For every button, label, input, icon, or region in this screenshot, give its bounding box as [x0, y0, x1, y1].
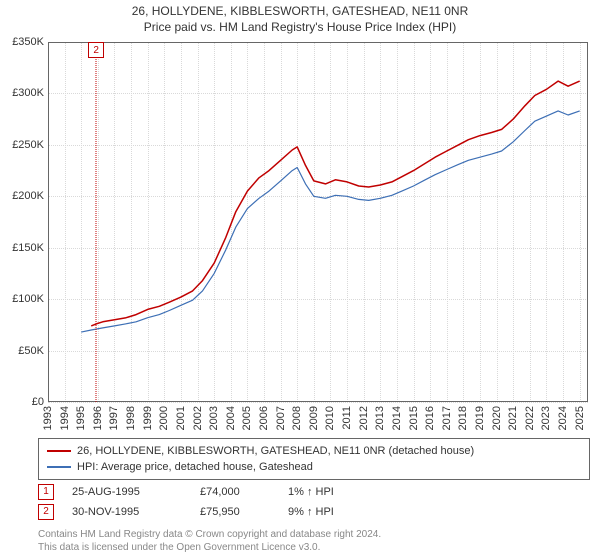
events-table: 1 25-AUG-1995 £74,000 1% ↑ HPI 2 30-NOV-1995 £…: [38, 482, 334, 522]
event-row: 1 25-AUG-1995 £74,000 1% ↑ HPI: [38, 482, 334, 502]
chart-titles: 26, HOLLYDENE, KIBBLESWORTH, GATESHEAD, …: [0, 0, 600, 34]
x-axis-tick-label: 2024: [557, 406, 569, 430]
y-axis-tick-label: £150K: [12, 242, 44, 254]
y-axis-tick-label: £200K: [12, 190, 44, 202]
x-axis-tick-label: 2020: [491, 406, 503, 430]
event-date: 25-AUG-1995: [72, 482, 182, 502]
x-axis-tick-label: 2003: [208, 406, 220, 430]
chart-series-line: [81, 111, 580, 332]
legend-box: 26, HOLLYDENE, KIBBLESWORTH, GATESHEAD, …: [38, 438, 590, 480]
legend-label: HPI: Average price, detached house, Gate…: [77, 459, 313, 475]
y-axis-tick-label: £250K: [12, 139, 44, 151]
y-axis-tick-label: £300K: [12, 87, 44, 99]
x-axis-tick-label: 2007: [275, 406, 287, 430]
x-axis-tick-label: 1999: [142, 406, 154, 430]
x-axis-tick-label: 2015: [408, 406, 420, 430]
chart-title-line1: 26, HOLLYDENE, KIBBLESWORTH, GATESHEAD, …: [0, 4, 600, 18]
gridline-horizontal: [48, 402, 588, 403]
x-axis-tick-label: 1996: [92, 406, 104, 430]
event-marker-line: [96, 56, 97, 402]
x-axis-tick-label: 2023: [540, 406, 552, 430]
legend-swatch: [47, 466, 71, 468]
chart-series-svg: [48, 42, 588, 402]
event-marker-number: 2: [93, 45, 99, 56]
x-axis-tick-label: 2011: [341, 406, 353, 430]
x-axis-tick-label: 2008: [291, 406, 303, 430]
y-axis-tick-label: £350K: [12, 36, 44, 48]
x-axis-tick-label: 1998: [125, 406, 137, 430]
x-axis-tick-label: 2019: [474, 406, 486, 430]
x-axis-tick-label: 2000: [158, 406, 170, 430]
x-axis-tick-label: 2009: [308, 406, 320, 430]
event-date: 30-NOV-1995: [72, 502, 182, 522]
event-delta: 9% ↑ HPI: [288, 502, 334, 522]
chart-title-line2: Price paid vs. HM Land Registry's House …: [0, 20, 600, 34]
y-axis-tick-label: £100K: [12, 293, 44, 305]
footer-line1: Contains HM Land Registry data © Crown c…: [38, 528, 381, 541]
event-row: 2 30-NOV-1995 £75,950 9% ↑ HPI: [38, 502, 334, 522]
x-axis-tick-label: 2022: [524, 406, 536, 430]
x-axis-tick-label: 2018: [457, 406, 469, 430]
x-axis-tick-label: 2021: [507, 406, 519, 430]
x-axis-tick-label: 2006: [258, 406, 270, 430]
x-axis-tick-label: 1995: [75, 406, 87, 430]
footer-line2: This data is licensed under the Open Gov…: [38, 541, 381, 554]
event-price: £74,000: [200, 482, 270, 502]
x-axis-tick-label: 2025: [574, 406, 586, 430]
legend-label: 26, HOLLYDENE, KIBBLESWORTH, GATESHEAD, …: [77, 443, 474, 459]
x-axis-tick-label: 1994: [59, 406, 71, 430]
x-axis-tick-label: 2012: [358, 406, 370, 430]
legend-item: 26, HOLLYDENE, KIBBLESWORTH, GATESHEAD, …: [47, 443, 581, 459]
chart-series-line: [91, 81, 580, 326]
event-delta: 1% ↑ HPI: [288, 482, 334, 502]
x-axis-tick-label: 2004: [225, 406, 237, 430]
legend-swatch: [47, 450, 71, 452]
x-axis-tick-label: 2017: [441, 406, 453, 430]
x-axis-tick-label: 2010: [324, 406, 336, 430]
footer-attribution: Contains HM Land Registry data © Crown c…: [38, 528, 381, 554]
x-axis-tick-label: 2002: [192, 406, 204, 430]
x-axis-tick-label: 1997: [108, 406, 120, 430]
event-number-badge: 2: [38, 504, 54, 520]
x-axis-tick-label: 2013: [374, 406, 386, 430]
x-axis-tick-label: 2001: [175, 406, 187, 430]
x-axis-tick-label: 2005: [241, 406, 253, 430]
event-marker-box: 2: [88, 42, 104, 58]
event-price: £75,950: [200, 502, 270, 522]
y-axis-tick-label: £50K: [18, 345, 44, 357]
plot-area: 2 £0£50K£100K£150K£200K£250K£300K£350K19…: [48, 42, 588, 402]
event-number-badge: 1: [38, 484, 54, 500]
x-axis-tick-label: 1993: [42, 406, 54, 430]
x-axis-tick-label: 2014: [391, 406, 403, 430]
legend-item: HPI: Average price, detached house, Gate…: [47, 459, 581, 475]
x-axis-tick-label: 2016: [424, 406, 436, 430]
